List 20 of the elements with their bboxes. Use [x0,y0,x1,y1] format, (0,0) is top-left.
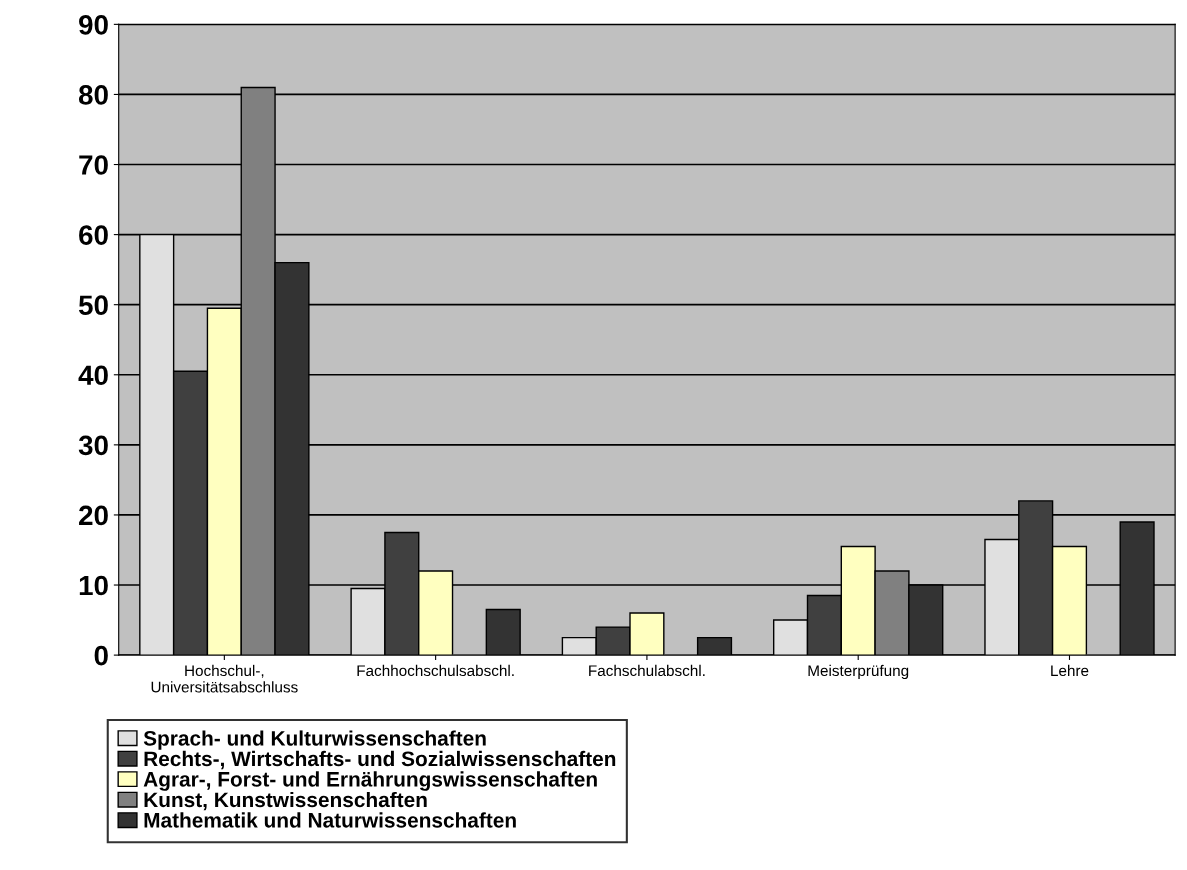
y-tick-label: 30 [78,435,108,456]
legend-label: Agrar-, Forst- und Ernährungswissenschaften [143,771,597,791]
x-tick-label: Fachhochschulsabschl. [357,664,514,677]
y-tick-label: 90 [79,15,108,35]
y-tick-label: 70 [79,155,108,175]
legend-label: Sprach- und Kulturwissenschaften [143,730,486,750]
x-tick-label: Meisterprüfung [808,664,909,680]
legend-label: Rechts-, Wirtschafts- und Sozialwissenschaften [144,750,616,770]
x-tick-label: Lehre [1051,664,1089,677]
x-tick-label: Hochschul-, Universitätsabschluss [151,664,298,693]
legend-label: Kunst, Kunstwissenschaften [144,791,427,811]
x-tick-label: Fachschulabschl. [589,664,705,677]
y-tick-label: 10 [79,575,108,596]
y-tick-label: 60 [79,225,108,245]
y-tick-label: 0 [94,645,108,666]
legend-label: Mathematik und Naturwissenschaften [144,812,516,828]
y-tick-label: 50 [78,295,108,316]
y-tick-label: 40 [78,365,108,386]
y-tick-label: 20 [79,505,108,526]
y-tick-label: 80 [78,85,108,105]
